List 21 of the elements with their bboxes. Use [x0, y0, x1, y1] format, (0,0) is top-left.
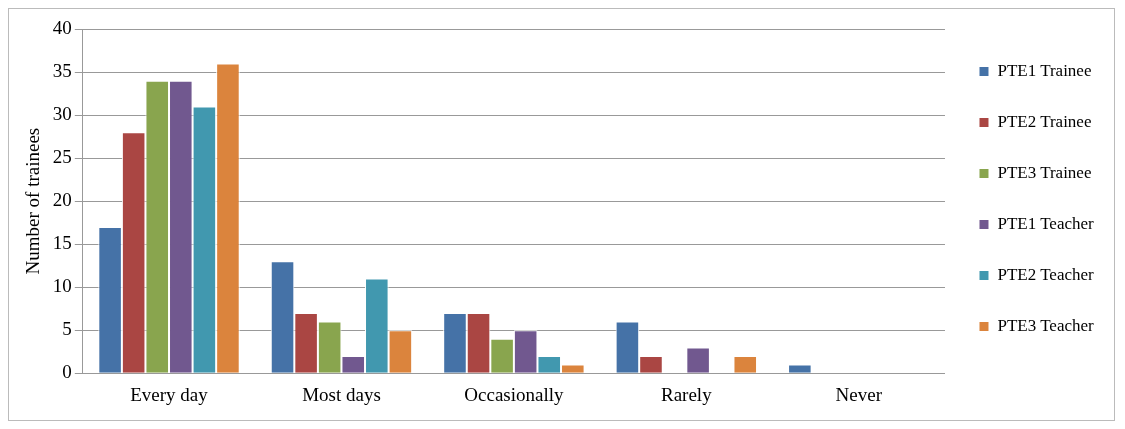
- y-tick-label: 10: [52, 275, 72, 297]
- y-tick-label: 0: [62, 361, 72, 383]
- y-tick-label: 35: [52, 60, 72, 82]
- y-tick-label: 20: [52, 189, 72, 211]
- legend-label: PTE2 Teacher: [997, 264, 1095, 284]
- x-tick-label: Every day: [130, 383, 209, 405]
- y-tick-label: 30: [52, 103, 72, 125]
- x-tick-label: Occasionally: [464, 383, 564, 405]
- legend-label: PTE1 Teacher: [997, 213, 1095, 233]
- y-axis-title: Number of trainees: [22, 127, 44, 275]
- y-tick-label: 5: [62, 318, 72, 340]
- legend-label: PTE2 Trainee: [997, 111, 1092, 131]
- legend-label: PTE3 Trainee: [997, 162, 1092, 182]
- y-tick-label: 25: [52, 146, 72, 168]
- legend-label: PTE3 Teacher: [997, 315, 1095, 335]
- legend-label: PTE1 Trainee: [997, 60, 1092, 80]
- y-tick-label: 40: [52, 16, 72, 38]
- y-tick-label: 15: [52, 232, 72, 254]
- x-tick-label: Never: [835, 383, 883, 405]
- x-tick-label: Most days: [302, 383, 381, 405]
- x-tick-label: Rarely: [661, 383, 713, 405]
